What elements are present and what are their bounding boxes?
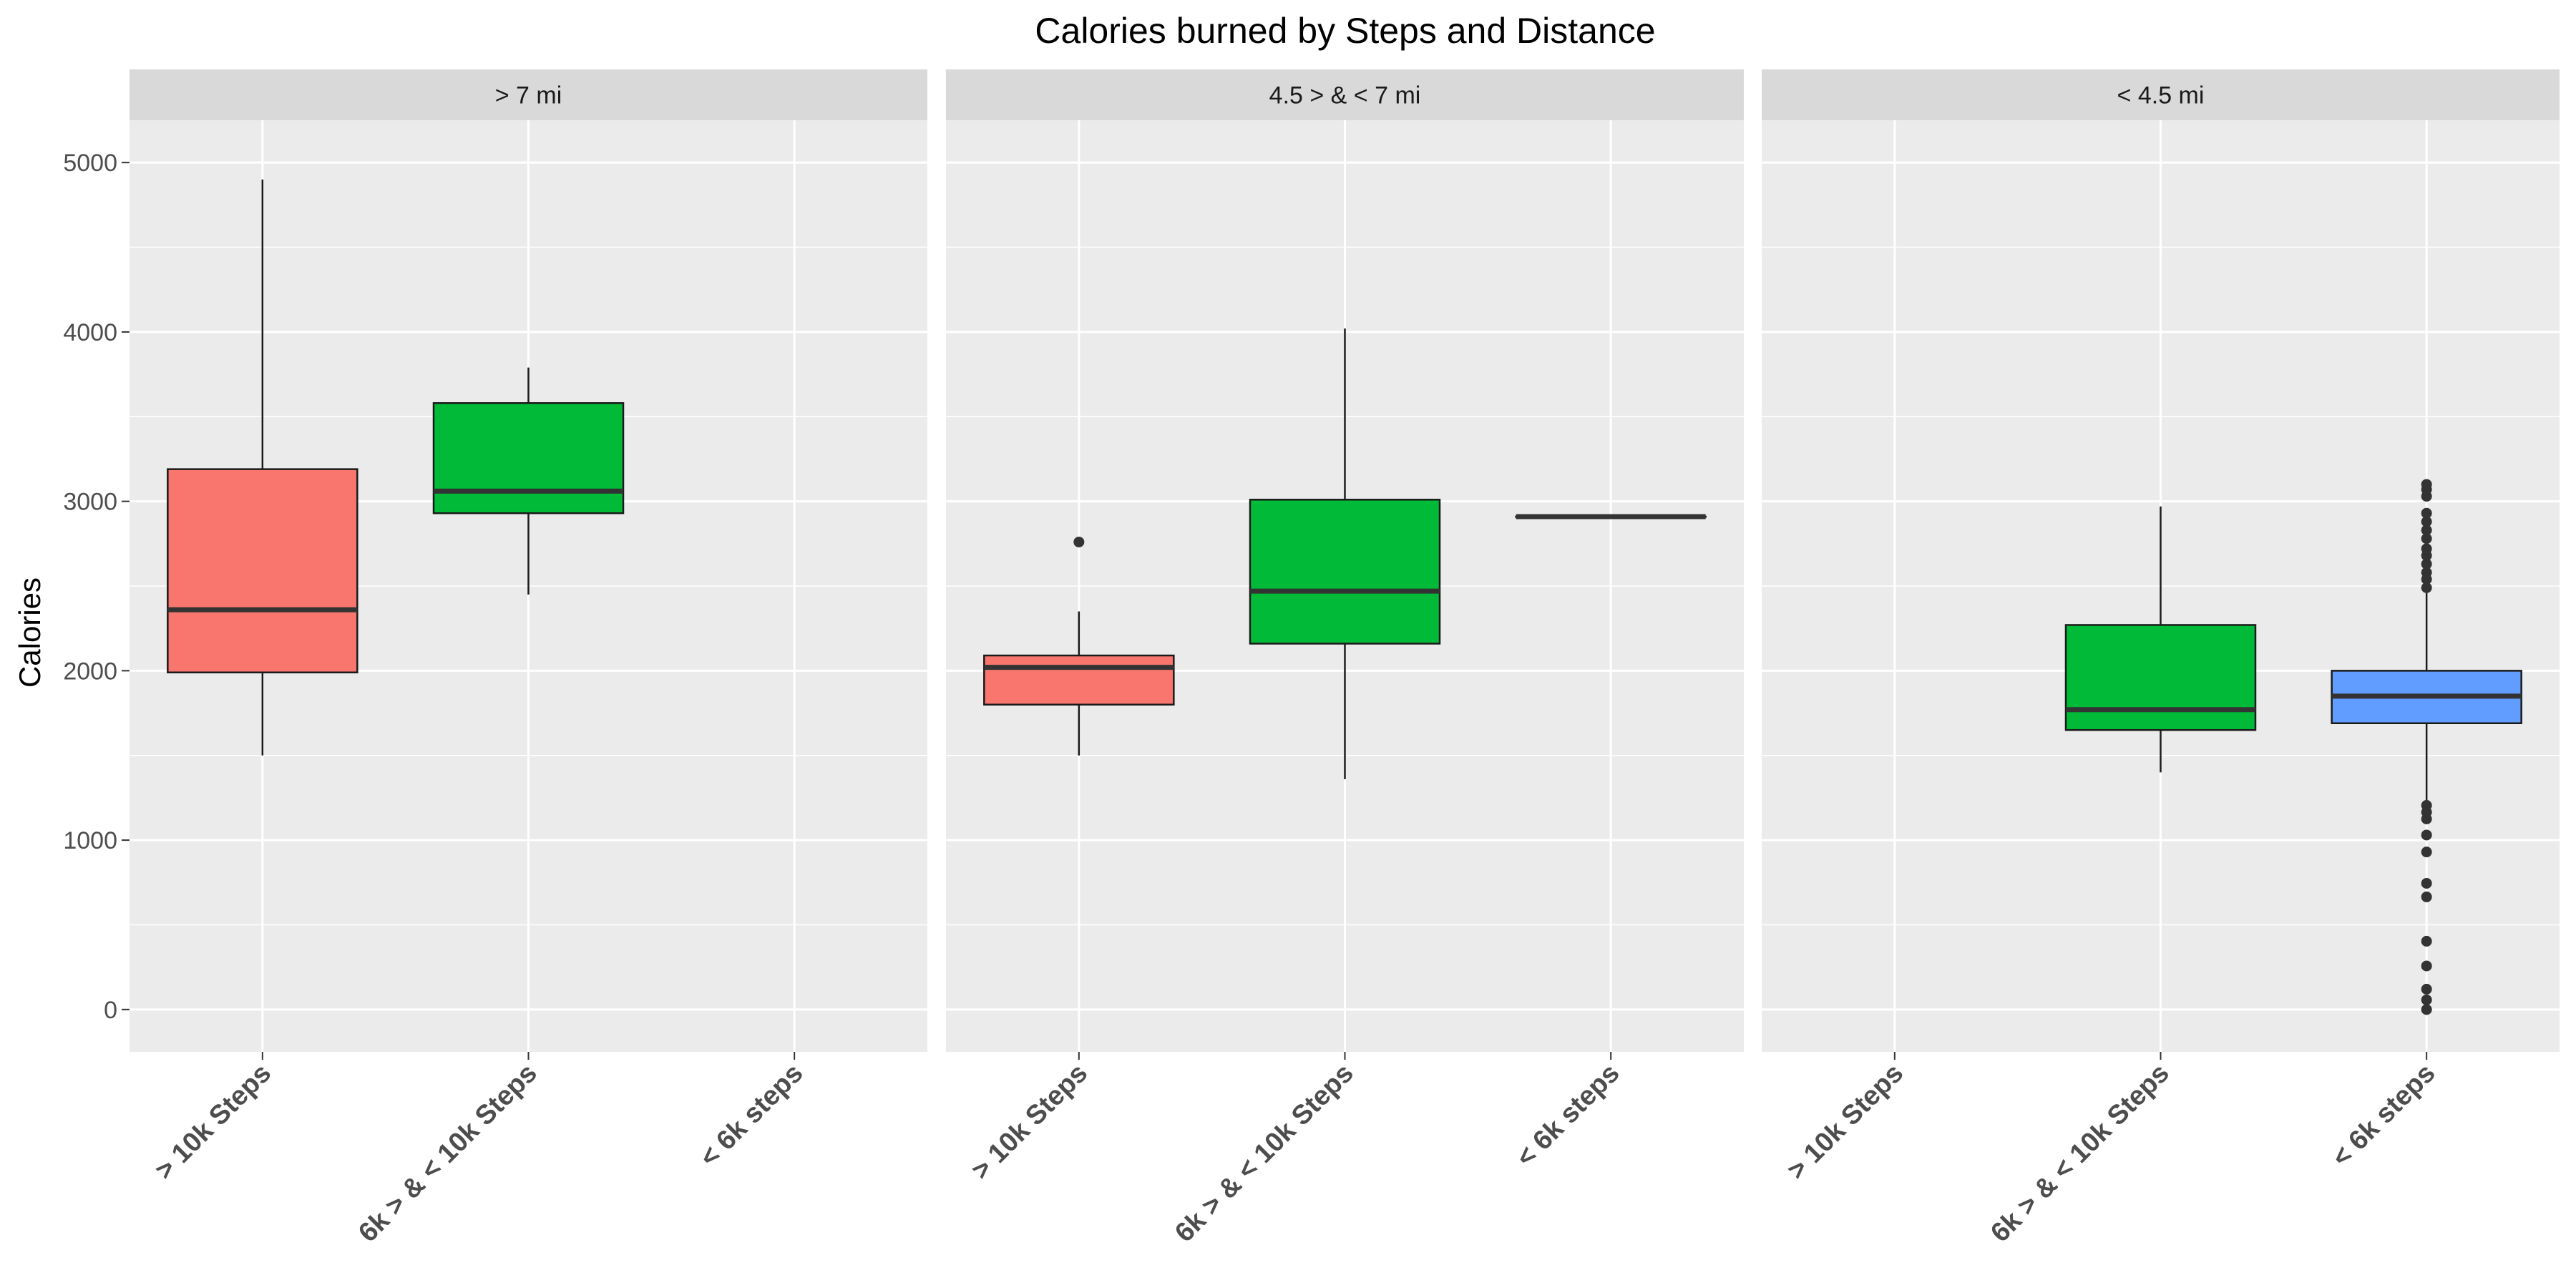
outlier-point	[2421, 516, 2432, 527]
box	[983, 654, 1175, 706]
y-tick-label: 4000	[63, 319, 117, 346]
boxplot	[2331, 479, 2522, 1015]
outlier-point	[2421, 935, 2432, 947]
box	[1249, 499, 1441, 645]
boxplot	[167, 179, 358, 756]
x-tick-label: 6k > & < 10k Steps	[1985, 1058, 2175, 1249]
boxplot	[432, 367, 625, 595]
x-tick-label: 6k > & < 10k Steps	[353, 1058, 543, 1249]
outlier-point	[2421, 983, 2432, 995]
outlier-point	[2421, 1004, 2432, 1015]
outlier-point	[1073, 536, 1085, 547]
outlier-point	[2421, 994, 2432, 1005]
outlier-point	[2421, 891, 2432, 902]
outlier-point	[2421, 533, 2432, 545]
y-tick-label: 0	[104, 997, 117, 1024]
outlier-point	[2421, 800, 2432, 811]
x-tick-label: < 6k steps	[2326, 1058, 2441, 1173]
y-axis-label: Calories	[13, 577, 47, 688]
outlier-point	[2421, 960, 2432, 972]
box	[167, 468, 358, 673]
outlier-point	[2421, 543, 2432, 555]
facet-panel: > 7 mi > 10k Steps 6k > & < 10k Steps < 6k …	[130, 69, 927, 1248]
outlier-point	[2421, 558, 2432, 570]
panels-layer: 0 1000 2000 3000 4000 5000 > 7 mi > 10k Steps 6k…	[63, 69, 2560, 1248]
chart-title: Calories burned by Steps and Distance	[1035, 11, 1655, 51]
facet-strip-label: 4.5 > & < 7 mi	[1269, 82, 1421, 109]
y-tick-label: 3000	[63, 489, 117, 516]
outlier-point	[2421, 525, 2432, 536]
boxplot	[1249, 328, 1441, 779]
outlier-point	[2421, 567, 2432, 578]
boxplot	[983, 536, 1175, 756]
x-tick-label: > 10k Steps	[966, 1058, 1093, 1186]
box	[2064, 624, 2257, 731]
x-tick-label: > 10k Steps	[150, 1058, 277, 1186]
outlier-point	[2421, 507, 2432, 519]
x-tick-label: 6k > & < 10k Steps	[1169, 1058, 1360, 1249]
facet-panel: < 4.5 mi > 10k Steps 6k > & < 10k Steps < 6…	[1762, 69, 2560, 1248]
outlier-point	[2421, 847, 2432, 858]
outlier-point	[2421, 582, 2432, 593]
outlier-point	[2421, 877, 2432, 889]
outlier-point	[2421, 479, 2432, 490]
outlier-point	[2421, 829, 2432, 841]
facet-strip-label: > 7 mi	[495, 82, 562, 109]
boxplot	[2064, 506, 2257, 773]
x-tick-label: > 10k Steps	[1782, 1058, 1909, 1186]
facet-strip-label: < 4.5 mi	[2117, 82, 2205, 109]
y-tick-label: 5000	[63, 150, 117, 177]
facet-strip	[946, 69, 1744, 120]
y-tick-label: 1000	[63, 827, 117, 854]
facet-strip	[1762, 69, 2560, 120]
x-tick-label: < 6k steps	[694, 1058, 809, 1173]
facet-strip	[130, 69, 927, 120]
box	[432, 402, 625, 514]
facet-panel: 4.5 > & < 7 mi > 10k Steps 6k > & < 10k St…	[946, 69, 1744, 1248]
y-tick-label: 2000	[63, 658, 117, 685]
x-tick-label: < 6k steps	[1511, 1058, 1625, 1173]
